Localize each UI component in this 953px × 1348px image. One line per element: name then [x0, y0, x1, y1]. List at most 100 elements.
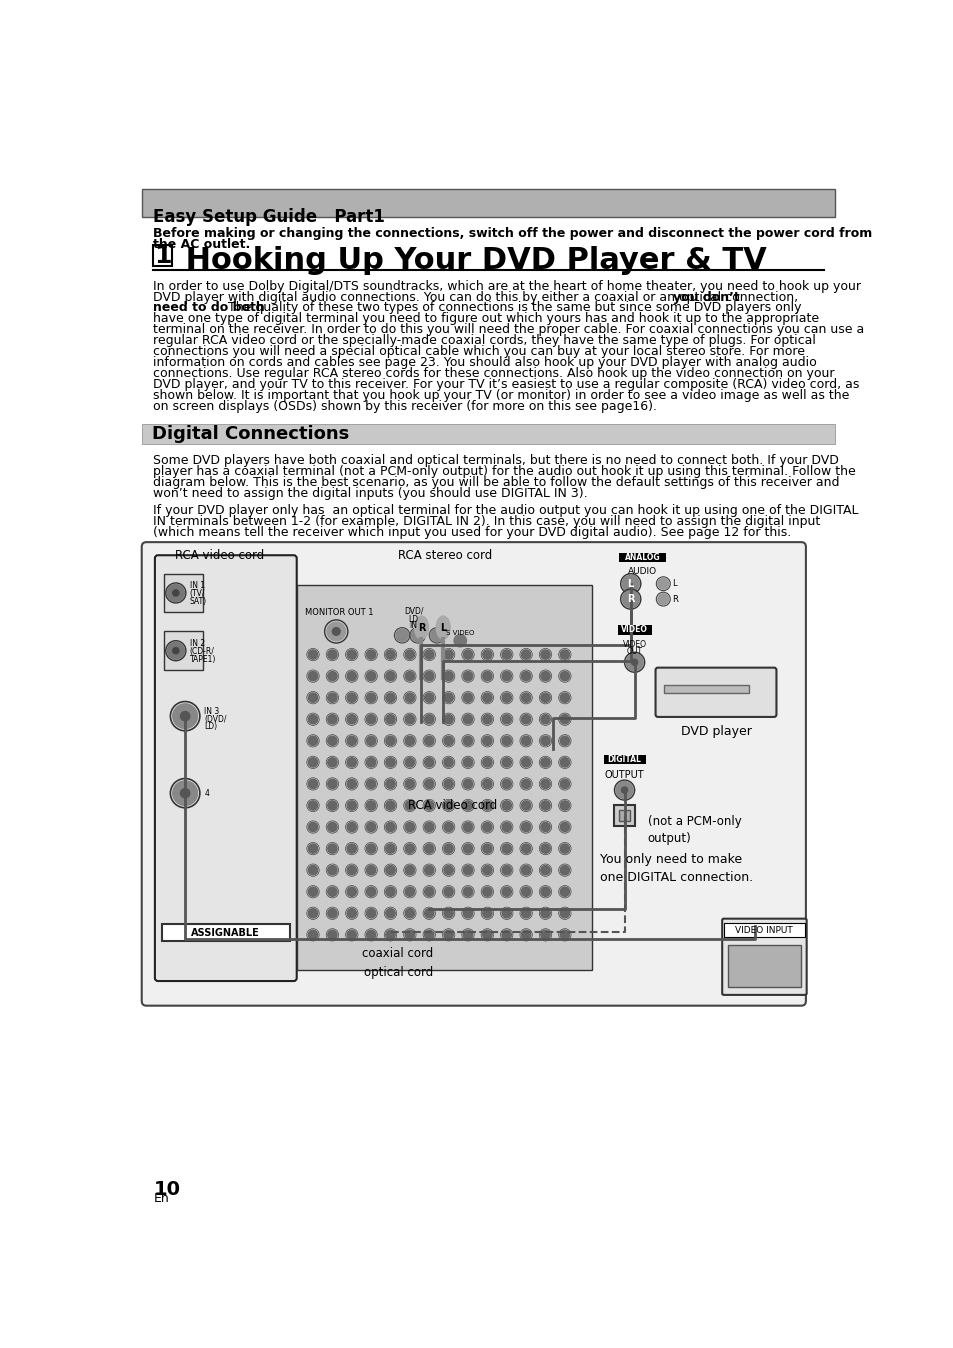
Text: IN terminals between 1-2 (for example, DIGITAL IN 2). In this case, you will nee: IN terminals between 1-2 (for example, D… [153, 515, 820, 528]
Bar [297, 585, 592, 971]
Circle shape [167, 585, 184, 601]
Circle shape [411, 630, 423, 642]
Circle shape [328, 801, 336, 810]
Circle shape [366, 822, 375, 832]
Text: R: R [672, 594, 678, 604]
Circle shape [463, 779, 472, 789]
Circle shape [482, 758, 492, 767]
Text: IN 2: IN 2 [190, 639, 205, 648]
Text: LD): LD) [204, 723, 217, 732]
Circle shape [366, 758, 375, 767]
FancyBboxPatch shape [655, 667, 776, 717]
Circle shape [366, 650, 375, 659]
Circle shape [616, 782, 633, 798]
Circle shape [328, 909, 336, 918]
Text: connections. Use regular RCA stereo cords for these connections. Also hook up th: connections. Use regular RCA stereo cord… [153, 367, 834, 380]
Circle shape [540, 650, 550, 659]
Text: OUTPUT: OUTPUT [604, 770, 643, 780]
Circle shape [385, 758, 395, 767]
Circle shape [521, 801, 530, 810]
Circle shape [385, 844, 395, 853]
Circle shape [559, 930, 569, 940]
Circle shape [501, 822, 511, 832]
Circle shape [424, 758, 434, 767]
Circle shape [521, 758, 530, 767]
Circle shape [308, 909, 317, 918]
Circle shape [482, 930, 492, 940]
Text: TAPE1): TAPE1) [190, 655, 216, 663]
Circle shape [308, 887, 317, 896]
Circle shape [540, 693, 550, 702]
Circle shape [366, 693, 375, 702]
Circle shape [347, 671, 356, 681]
Circle shape [405, 930, 415, 940]
Ellipse shape [415, 616, 428, 639]
Circle shape [443, 693, 453, 702]
Circle shape [347, 844, 356, 853]
Circle shape [424, 865, 434, 875]
Circle shape [424, 930, 434, 940]
Text: you don’t: you don’t [673, 291, 740, 303]
Circle shape [347, 758, 356, 767]
Circle shape [521, 930, 530, 940]
Circle shape [521, 909, 530, 918]
Text: R: R [626, 594, 634, 604]
Circle shape [501, 844, 511, 853]
Circle shape [540, 822, 550, 832]
Text: AUDIO: AUDIO [627, 566, 657, 576]
Text: Hooking Up Your DVD Player & TV: Hooking Up Your DVD Player & TV [174, 245, 766, 275]
Circle shape [658, 578, 668, 589]
Text: DVD player with digital audio connections. You can do this by either a coaxial o: DVD player with digital audio connection… [153, 291, 801, 303]
Circle shape [385, 693, 395, 702]
Circle shape [308, 779, 317, 789]
FancyBboxPatch shape [142, 542, 805, 1006]
Bar [618, 810, 629, 821]
Text: 10: 10 [153, 1180, 180, 1198]
Text: information on cords and cables see page 23. You should also hook up your DVD pl: information on cords and cables see page… [153, 356, 816, 369]
Circle shape [521, 736, 530, 745]
Circle shape [482, 650, 492, 659]
Text: LD: LD [408, 615, 418, 624]
Circle shape [559, 887, 569, 896]
Circle shape [540, 736, 550, 745]
Circle shape [405, 909, 415, 918]
Circle shape [328, 887, 336, 896]
Text: En: En [153, 1192, 169, 1205]
Circle shape [559, 671, 569, 681]
Circle shape [501, 693, 511, 702]
Circle shape [328, 779, 336, 789]
Circle shape [559, 909, 569, 918]
Circle shape [172, 704, 197, 728]
Text: RCA stereo cord: RCA stereo cord [397, 549, 492, 562]
Circle shape [308, 801, 317, 810]
Text: diagram below. This is the best scenario, as you will be able to follow the defa: diagram below. This is the best scenario… [153, 476, 839, 489]
Circle shape [443, 714, 453, 724]
Circle shape [308, 714, 317, 724]
Text: (CD-R/: (CD-R/ [190, 647, 214, 656]
Circle shape [443, 650, 453, 659]
Text: RCA video cord: RCA video cord [175, 549, 264, 562]
FancyBboxPatch shape [721, 919, 806, 995]
Circle shape [347, 801, 356, 810]
Circle shape [631, 659, 637, 666]
Circle shape [501, 714, 511, 724]
Circle shape [308, 650, 317, 659]
Circle shape [559, 758, 569, 767]
Text: connections you will need a special optical cable which you can buy at your loca: connections you will need a special opti… [153, 345, 804, 359]
Text: DIGITAL: DIGITAL [607, 755, 640, 764]
Circle shape [482, 779, 492, 789]
Text: IN 1: IN 1 [190, 581, 205, 590]
Text: MONITOR OUT 1: MONITOR OUT 1 [305, 608, 374, 617]
Circle shape [540, 758, 550, 767]
Circle shape [521, 865, 530, 875]
Circle shape [559, 822, 569, 832]
Text: 1: 1 [153, 244, 172, 268]
Circle shape [308, 758, 317, 767]
Text: R: R [417, 623, 425, 632]
Circle shape [366, 779, 375, 789]
Circle shape [501, 779, 511, 789]
Circle shape [366, 930, 375, 940]
Text: (not a PCM-only
output): (not a PCM-only output) [647, 814, 740, 845]
Circle shape [540, 844, 550, 853]
Circle shape [347, 930, 356, 940]
